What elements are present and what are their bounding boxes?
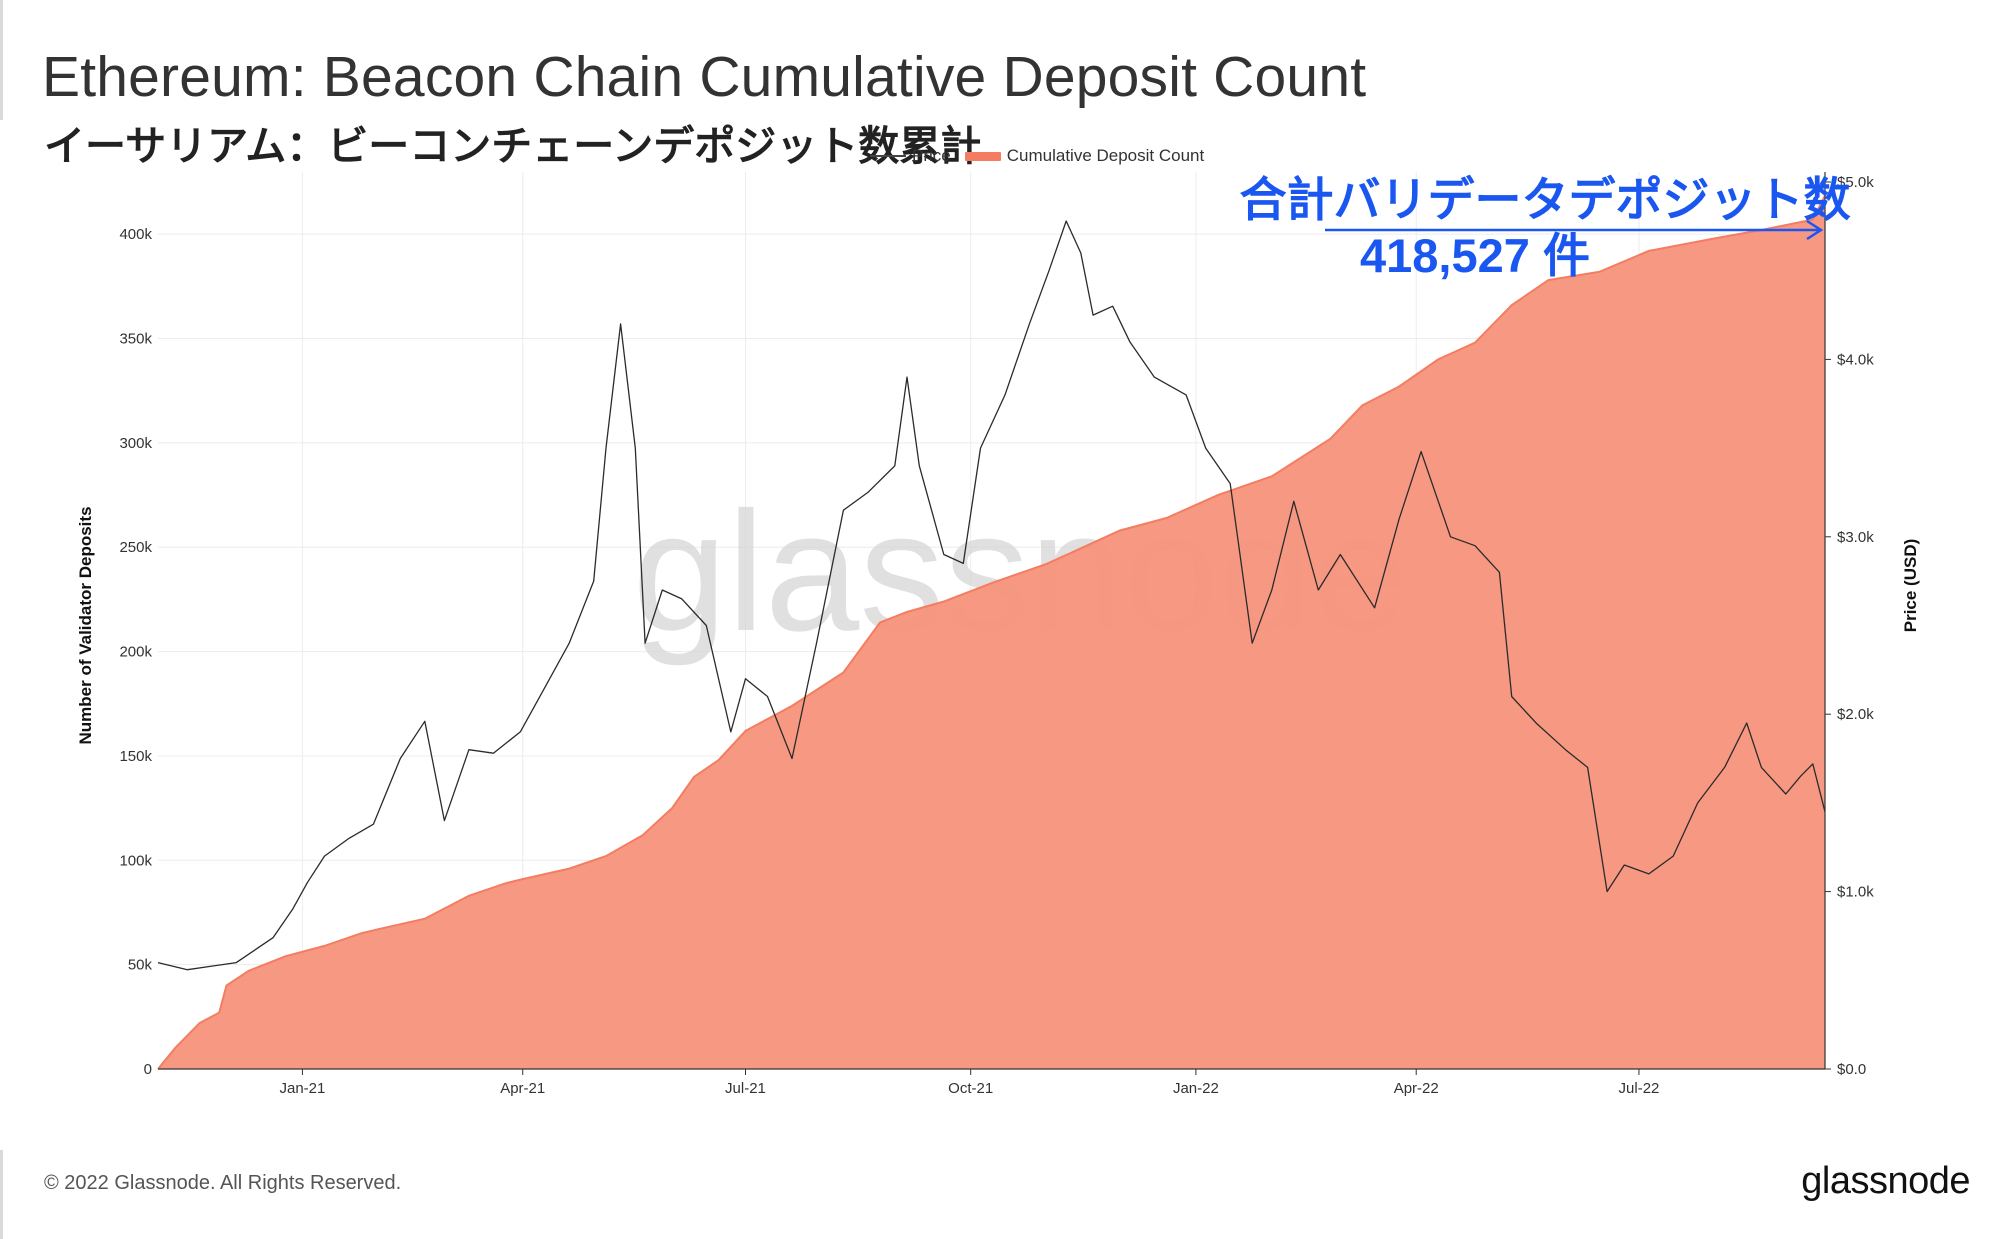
x-tick-label: Oct-21	[948, 1080, 993, 1097]
x-tick-label: Jul-21	[725, 1080, 766, 1097]
price-line-layer	[157, 220, 1826, 971]
deposit-area	[158, 195, 1825, 1069]
footer-copyright: © 2022 Glassnode. All Rights Reserved.	[44, 1172, 402, 1194]
x-tick-label: Jan-21	[279, 1080, 325, 1097]
y-left-tick-label: 0	[144, 1061, 152, 1078]
legend-item-deposits[interactable]: Cumulative Deposit Count	[964, 146, 1205, 166]
x-tick-label: Jan-22	[1173, 1080, 1219, 1097]
price-line	[157, 220, 1826, 971]
y-left-tick-label: 100k	[119, 852, 152, 869]
annotation-arrow-head	[1806, 219, 1824, 241]
annotation-layer	[1325, 219, 1824, 241]
chart-legend[interactable]: Price Cumulative Deposit Count	[870, 146, 1218, 166]
annotation-label: 合計バリデータデポジット数	[1239, 173, 1851, 226]
y-right-tick-label: $1.0k	[1837, 884, 1874, 901]
page-edge-bottom	[0, 1150, 3, 1239]
y-left-tick-label: 50k	[128, 957, 153, 974]
y-left-tick-label: 300k	[119, 435, 152, 452]
page-subtitle: イーサリアム：ビーコンチェーンデポジット数累計	[44, 123, 982, 169]
y-right-axis-title: Price (USD)	[1901, 539, 1920, 633]
total-deposits-annotation: 合計バリデータデポジット数 418,527 件	[1230, 172, 1860, 284]
x-tick-label: Apr-21	[500, 1080, 545, 1097]
y-left-tick-label: 250k	[119, 539, 152, 556]
page-edge-top	[0, 0, 3, 120]
x-tick-label: Apr-22	[1394, 1080, 1439, 1097]
legend-label-price: Price	[912, 146, 951, 165]
legend-item-price[interactable]: Price	[870, 146, 951, 166]
legend-swatch-price	[870, 155, 906, 157]
y-right-tick-label: $0.0	[1837, 1061, 1866, 1078]
deposit-line	[157, 195, 1826, 1070]
glassnode-logo[interactable]: glassnode	[1801, 1160, 1970, 1202]
deposit-area-layer	[157, 195, 1826, 1070]
axes-layer: Jan-21 Apr-21 Jul-21 Oct-21 Jan-22 Apr-22 Jul-…	[76, 172, 1920, 1097]
y-left-tick-label: 350k	[119, 331, 152, 348]
annotation-value: 418,527 件	[1360, 229, 1590, 282]
x-tick-label: Jul-22	[1619, 1080, 1660, 1097]
legend-label-deposits: Cumulative Deposit Count	[1006, 146, 1205, 165]
page-title: Ethereum: Beacon Chain Cumulative Deposi…	[42, 45, 1367, 109]
y-left-axis-title: Number of Validator Deposits	[76, 506, 95, 744]
y-left-tick-label: 200k	[119, 644, 152, 661]
y-left-tick-label: 400k	[119, 226, 152, 243]
y-right-tick-label: $5.0k	[1837, 174, 1874, 191]
y-left-tick-label: 150k	[119, 748, 152, 765]
y-right-tick-label: $2.0k	[1837, 706, 1874, 723]
y-right-tick-label: $3.0k	[1837, 529, 1874, 546]
y-right-tick-label: $4.0k	[1837, 351, 1874, 368]
legend-swatch-deposits	[964, 151, 1001, 161]
